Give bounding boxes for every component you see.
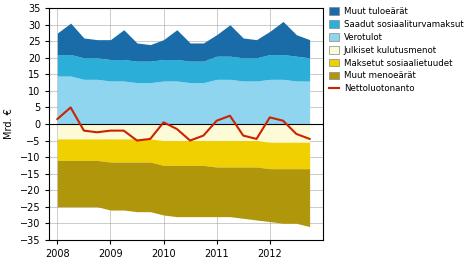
Legend: Muut tuloeärät, Saadut sosiaaliturvamaksut, Verotulot, Julkiset kulutusmenot, Ma: Muut tuloeärät, Saadut sosiaaliturvamaks… [326, 4, 467, 97]
Y-axis label: Mrd. €: Mrd. € [4, 109, 14, 139]
